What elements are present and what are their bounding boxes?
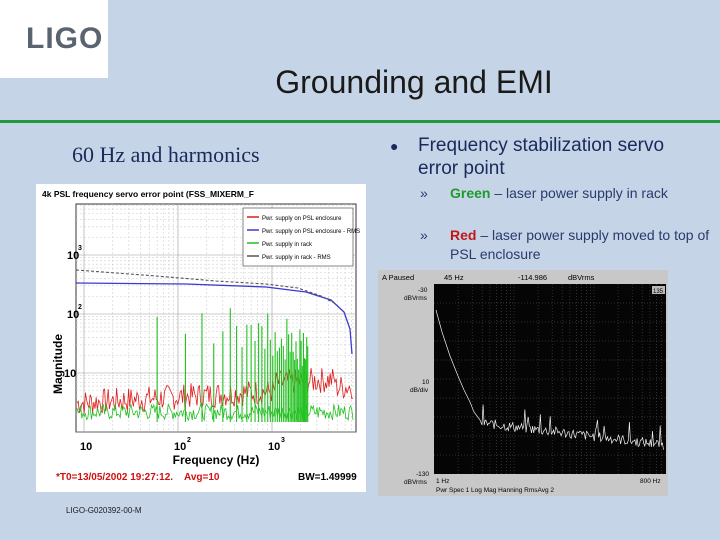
analyzer-spectrum-trace	[435, 309, 664, 450]
analyzer-badge-box	[652, 286, 665, 294]
plot1-timestamp: *T0=13/05/2002 19:27:12.	[56, 472, 173, 483]
plot1-bandwidth: BW=1.49999	[298, 472, 357, 483]
logo-box: LIGO	[0, 0, 108, 78]
analyzer-screen-svg: A Paused 45 Hz -114.986 dBVrms 135 -30 d…	[378, 270, 668, 496]
spectrum-plot-left: 4k PSL frequency servo error point (FSS_…	[36, 184, 366, 492]
analyzer-status: A Paused	[382, 273, 414, 282]
analyzer-marker-unit: dBVrms	[568, 273, 595, 282]
ytick-100-exp: 2	[78, 304, 82, 311]
spectrum-plot-left-svg: 4k PSL frequency servo error point (FSS_…	[42, 189, 360, 483]
legend-entry-3: Pwr. supply in rack	[262, 242, 313, 248]
analyzer-xleft: 1 Hz	[436, 478, 449, 485]
analyzer-badge: 135	[653, 289, 664, 295]
trace-grey-rms	[75, 269, 337, 305]
legend-entry-2: Pwr. supply on PSL enclosure - RMS	[262, 229, 360, 235]
analyzer-screen: A Paused 45 Hz -114.986 dBVrms 135 -30 d…	[378, 270, 668, 496]
legend-entry-4: Pwr. supply in rack - RMS	[262, 255, 331, 261]
red-word: Red	[450, 227, 477, 243]
plot1-ylabel: Magnitude	[51, 334, 65, 394]
xtick-100: 10	[174, 441, 186, 453]
plot1-avg: Avg=10	[184, 472, 220, 483]
ligo-logo: LIGO	[26, 22, 104, 55]
analyzer-ytop-unit: dBVrms	[404, 295, 428, 302]
bullet-text: Frequency stabilization servo error poin…	[418, 135, 665, 179]
title-divider	[0, 120, 720, 123]
analyzer-display	[434, 284, 666, 474]
analyzer-ydiv-unit: dB/div	[410, 387, 429, 394]
trace-blue-rms	[75, 282, 353, 355]
plot1-legend	[242, 207, 354, 267]
left-heading: 60 Hz and harmonics	[72, 142, 260, 167]
ytick-10: 10	[64, 368, 76, 380]
green-word: Green	[450, 185, 491, 201]
plot1-title: 4k PSL frequency servo error point (FSS_…	[42, 189, 254, 199]
bullet-dot-icon: ●	[390, 138, 399, 154]
xtick-1000-exp: 3	[281, 437, 285, 444]
ytick-1000-exp: 3	[78, 245, 82, 252]
sub-bullet-text: Red – laser power supply moved to top of…	[450, 226, 710, 264]
plot1-xlabel: Frequency (Hz)	[173, 453, 260, 467]
analyzer-marker-value: -114.986	[518, 273, 547, 282]
xtick-10: 10	[80, 441, 92, 453]
analyzer-footer: Pwr Spec 1 Log Mag Hanning RmsAvg 2	[436, 487, 554, 494]
analyzer-trace	[435, 309, 664, 450]
analyzer-ytop: -30	[418, 287, 428, 294]
analyzer-xright: 800 Hz	[640, 478, 661, 485]
ytick-1000: 10	[67, 250, 79, 262]
legend-entry-1: Pwr. supply on PSL enclosure	[262, 216, 342, 222]
slide-title: Grounding and EMI	[275, 64, 553, 100]
analyzer-marker-freq: 45 Hz	[444, 273, 464, 282]
document-id: LIGO-G020392-00-M	[66, 506, 142, 515]
analyzer-ybottom-unit: dBVrms	[404, 479, 428, 486]
analyzer-ydiv: 10	[422, 379, 430, 386]
chevron-icon: »	[420, 185, 428, 201]
ytick-100: 10	[67, 309, 79, 321]
green-rest: – laser power supply in rack	[490, 185, 668, 201]
xtick-100-exp: 2	[187, 437, 191, 444]
sub-bullet-text: Green – laser power supply in rack	[450, 184, 710, 203]
plot1-traces	[75, 269, 354, 422]
xtick-1000: 10	[268, 441, 280, 453]
chevron-icon: »	[420, 227, 428, 243]
analyzer-ybottom: -130	[416, 471, 429, 478]
red-rest: – laser power supply moved to top of PSL…	[450, 227, 710, 262]
